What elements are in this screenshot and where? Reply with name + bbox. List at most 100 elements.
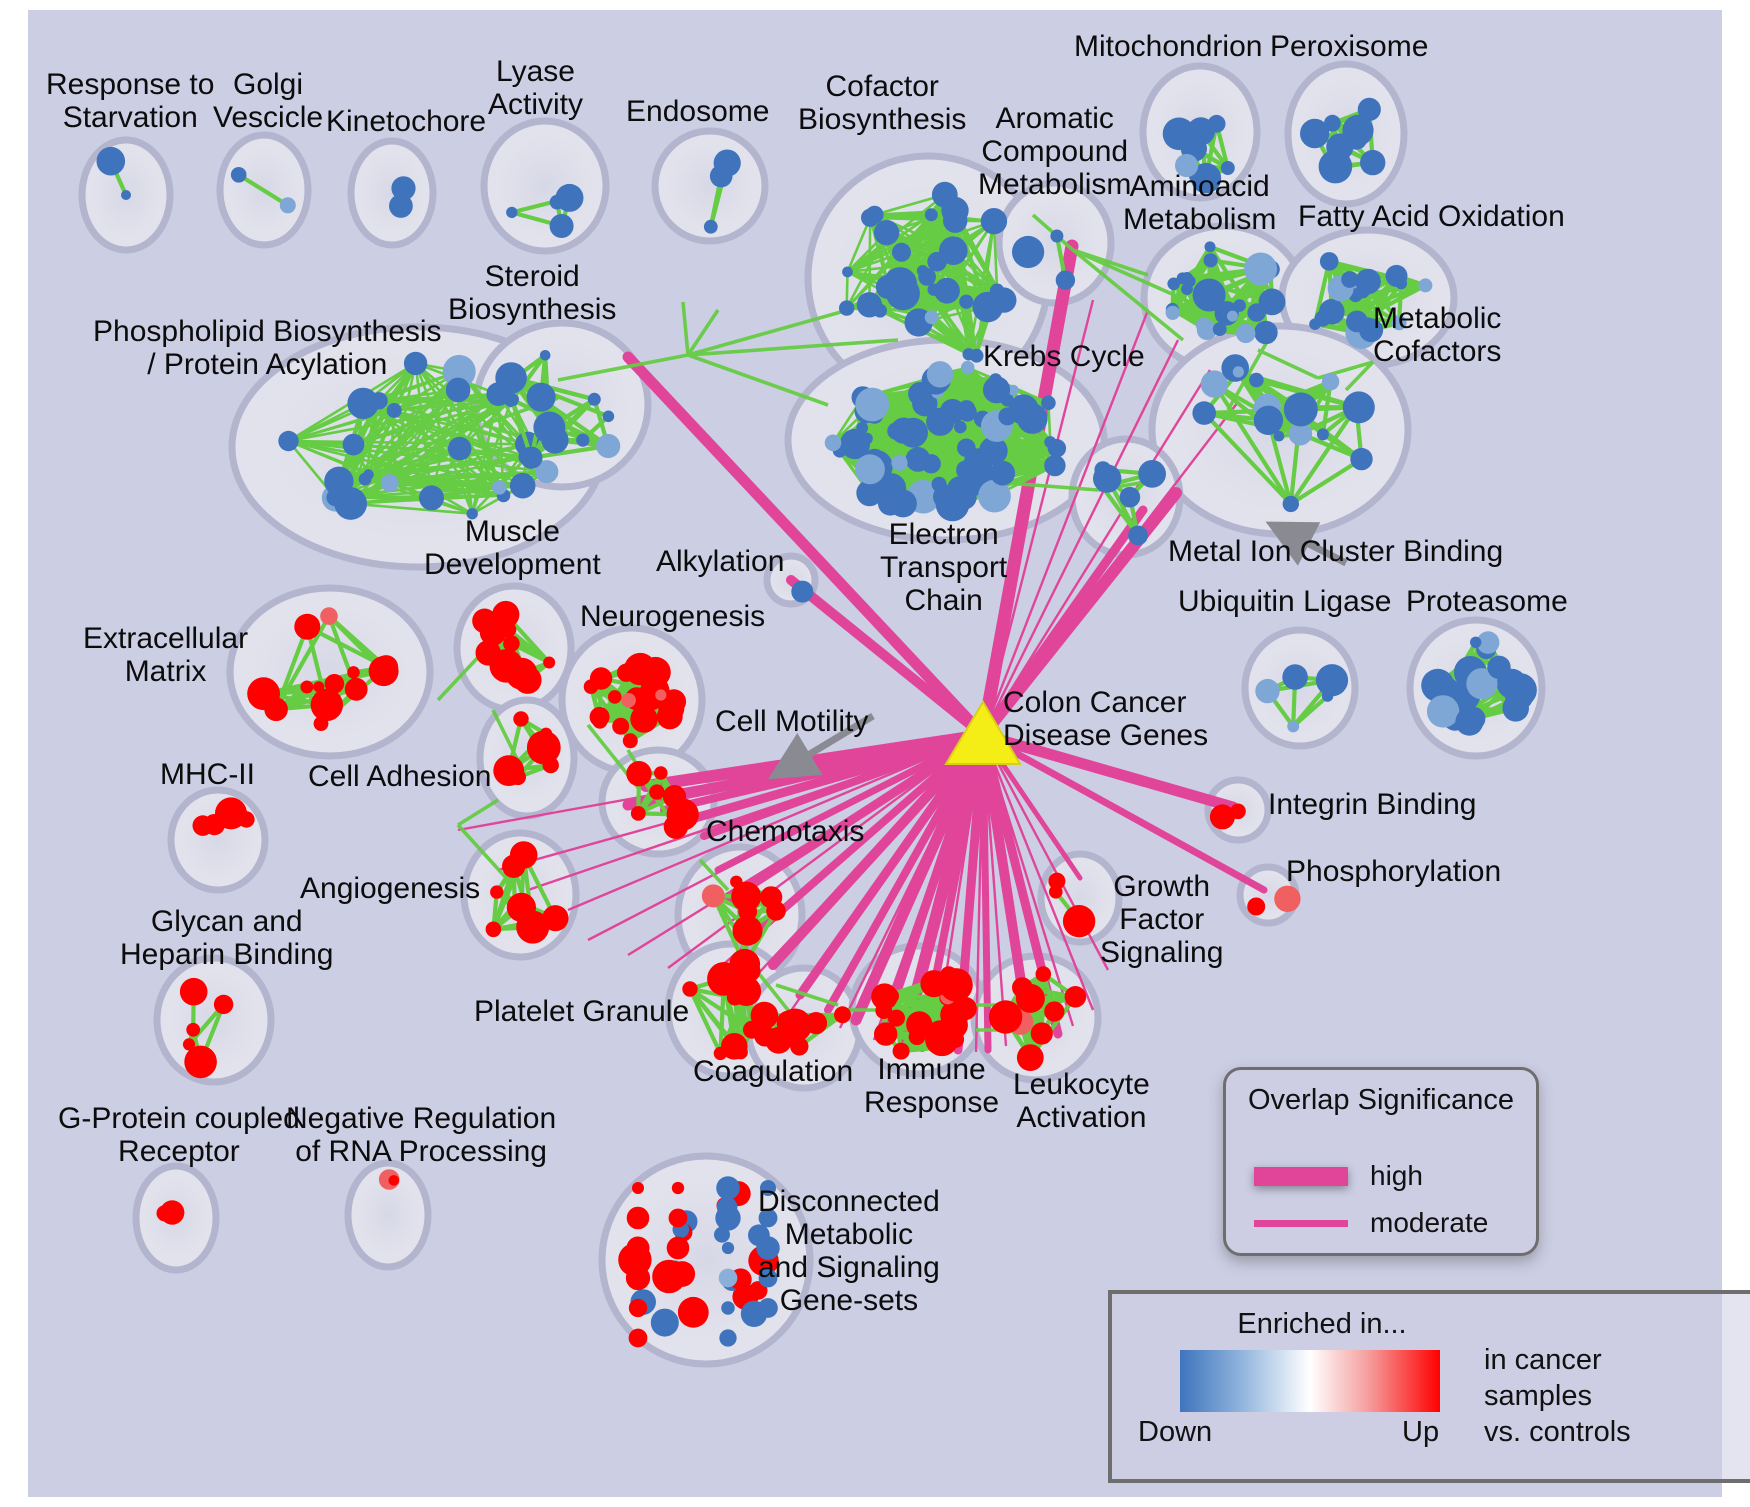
gene-set-node[interactable] (475, 640, 501, 666)
gene-set-node[interactable] (1418, 278, 1433, 293)
cluster-network-response-to-starvation[interactable] (96, 146, 132, 200)
gene-set-node[interactable] (1203, 253, 1218, 268)
gene-set-node[interactable] (1273, 430, 1285, 442)
gene-set-node[interactable] (701, 884, 725, 908)
gene-set-node[interactable] (925, 1022, 959, 1057)
gene-set-node[interactable] (855, 387, 890, 422)
gene-set-node[interactable] (731, 881, 762, 912)
gene-set-node[interactable] (626, 1236, 650, 1260)
gene-set-node[interactable] (531, 741, 550, 761)
gene-set-node[interactable] (988, 1000, 1023, 1034)
cluster-network-golgi-vescicle[interactable] (230, 167, 296, 214)
gene-set-node[interactable] (490, 885, 504, 899)
gene-set-node[interactable] (856, 422, 869, 434)
cluster-network-steroid-biosynthesis[interactable] (495, 350, 621, 469)
gene-set-node[interactable] (279, 197, 296, 214)
gene-set-node[interactable] (542, 905, 569, 932)
gene-set-node[interactable] (1055, 270, 1076, 290)
gene-set-node[interactable] (1167, 277, 1180, 291)
gene-set-node[interactable] (1097, 481, 1108, 492)
gene-set-node[interactable] (649, 784, 665, 800)
gene-set-node[interactable] (1470, 636, 1482, 648)
gene-set-node[interactable] (1254, 320, 1278, 345)
gene-set-node[interactable] (1200, 370, 1229, 398)
gene-set-node[interactable] (1183, 275, 1196, 288)
gene-set-node[interactable] (959, 294, 974, 309)
gene-set-node[interactable] (503, 635, 520, 652)
gene-set-node[interactable] (589, 667, 613, 690)
network-canvas[interactable]: Response to Starvation Golgi Vescicle Kine… (28, 10, 1750, 1497)
gene-set-node[interactable] (628, 1298, 648, 1318)
gene-set-node[interactable] (1050, 229, 1064, 243)
gene-set-node[interactable] (956, 460, 977, 481)
gene-set-node[interactable] (1165, 305, 1180, 320)
gene-set-node[interactable] (363, 469, 374, 480)
gene-set-node[interactable] (549, 214, 574, 238)
gene-set-node[interactable] (791, 580, 814, 603)
gene-set-node[interactable] (939, 236, 968, 265)
gene-set-node[interactable] (1487, 655, 1511, 679)
gene-set-node[interactable] (495, 362, 527, 394)
cluster-network-cell-motility[interactable] (626, 761, 699, 839)
gene-set-node[interactable] (1192, 278, 1226, 312)
gene-set-node[interactable] (278, 430, 299, 452)
gene-set-node[interactable] (182, 1038, 196, 1051)
gene-set-node[interactable] (716, 1176, 740, 1200)
gene-set-node[interactable] (855, 454, 885, 485)
gene-set-node[interactable] (954, 420, 967, 434)
gene-set-node[interactable] (1186, 117, 1215, 146)
gene-set-node[interactable] (756, 1236, 780, 1260)
gene-set-node[interactable] (1282, 495, 1300, 513)
gene-set-node[interactable] (892, 1042, 910, 1060)
cluster-network-lyase-activity[interactable] (506, 183, 584, 238)
gene-set-node[interactable] (865, 205, 884, 224)
gene-set-node[interactable] (626, 761, 652, 787)
gene-set-node[interactable] (652, 1259, 686, 1294)
gene-set-node[interactable] (718, 1268, 738, 1288)
gene-set-node[interactable] (1274, 885, 1301, 912)
gene-set-node[interactable] (294, 613, 321, 640)
gene-set-node[interactable] (980, 208, 1008, 235)
gene-set-node[interactable] (860, 432, 873, 445)
cluster-network-muscle-development[interactable] (472, 600, 556, 694)
gene-set-node[interactable] (1196, 320, 1217, 340)
gene-set-node[interactable] (731, 976, 762, 1006)
gene-set-node[interactable] (1288, 421, 1313, 446)
gene-set-node[interactable] (1035, 966, 1052, 982)
gene-set-node[interactable] (952, 485, 977, 510)
gene-set-node[interactable] (1204, 241, 1216, 253)
gene-set-node[interactable] (654, 766, 668, 780)
gene-set-node[interactable] (934, 277, 960, 304)
gene-set-node[interactable] (886, 276, 920, 311)
gene-set-node[interactable] (834, 1006, 851, 1024)
gene-set-node[interactable] (1249, 372, 1264, 388)
cluster-network-leukocyte-activation[interactable] (988, 966, 1087, 1071)
gene-set-node[interactable] (666, 1236, 690, 1260)
gene-set-node[interactable] (703, 219, 718, 234)
gene-set-node[interactable] (1426, 695, 1460, 728)
gene-set-node[interactable] (714, 1226, 730, 1243)
gene-set-node[interactable] (1227, 310, 1238, 322)
gene-set-node[interactable] (1287, 720, 1300, 733)
cluster-network-electron-transport-chain[interactable] (824, 360, 1067, 522)
gene-set-node[interactable] (505, 657, 538, 690)
cluster-network-extracellular-matrix[interactable] (247, 607, 399, 731)
gene-set-node[interactable] (856, 479, 883, 507)
gene-set-node[interactable] (1007, 384, 1019, 396)
gene-set-node[interactable] (388, 1175, 400, 1186)
gene-set-node[interactable] (1247, 897, 1266, 916)
hub-node-colon-cancer-disease-genes[interactable] (944, 700, 1022, 765)
gene-set-node[interactable] (1360, 149, 1386, 176)
gene-set-node[interactable] (622, 733, 638, 749)
gene-set-node[interactable] (539, 350, 551, 361)
gene-set-node[interactable] (347, 387, 379, 420)
gene-set-node[interactable] (1253, 405, 1284, 435)
gene-set-node[interactable] (1324, 114, 1341, 132)
gene-set-node[interactable] (555, 183, 584, 212)
gene-set-node[interactable] (1236, 323, 1256, 344)
gene-set-node[interactable] (713, 1046, 728, 1061)
gene-set-node[interactable] (640, 656, 671, 688)
gene-set-node[interactable] (389, 194, 413, 218)
gene-set-node[interactable] (630, 806, 646, 821)
gene-set-node[interactable] (1094, 461, 1112, 479)
